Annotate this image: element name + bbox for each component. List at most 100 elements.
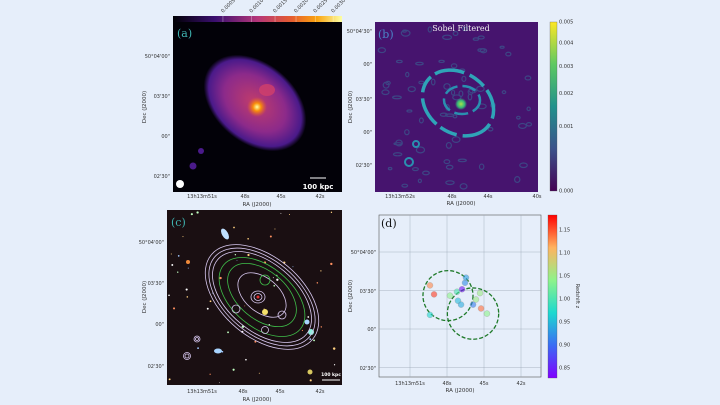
noise-feature [442,34,453,41]
noise-feature [519,162,528,169]
noise-feature [415,146,426,154]
noise-feature [406,109,413,113]
star [168,294,170,297]
star [274,228,276,230]
noise-feature [526,106,531,112]
noise-feature [478,163,485,171]
star [186,260,190,264]
colorbar-tick-label: 0.0015 [272,0,289,14]
star [333,364,336,366]
noise-feature [467,93,473,101]
x-tick: 44s [484,194,493,200]
noise-feature [415,61,424,66]
y-tick: 03'30" [154,94,170,100]
star [272,277,274,279]
galaxy [221,228,229,240]
star [185,288,188,291]
noise-feature [395,59,403,64]
noise-feature [472,37,480,41]
colorbar-tick-label: 1.10 [559,251,570,257]
star [247,237,249,240]
star [190,213,193,216]
noise-feature [524,75,532,81]
bcg-marker [256,295,260,299]
y-tick: 00" [367,327,376,333]
noise-feature [461,75,467,82]
star [332,347,336,350]
galaxy-point [462,274,470,281]
star [209,373,211,375]
y-tick: 50°04'00" [139,240,164,246]
panel-b: Sobel Filtered (b) 0.000 0.001 0.002 0.003 0… [347,20,574,208]
y-tick: 03'30" [148,281,164,287]
noise-feature [445,141,452,149]
sobel-ring-outer [420,68,496,138]
colorbar-tick-label: 0.90 [559,342,570,348]
y-tick: 50°04'00" [351,250,376,256]
x-tick: 13h13m52s [385,194,415,200]
y-tick: 00" [155,322,164,328]
noise-feature [477,35,485,40]
noise-feature [418,80,425,85]
x-tick: 42s [316,389,325,395]
noise-feature [391,95,402,100]
y-tick: 02'30" [148,364,164,370]
noise-feature [427,26,433,33]
colorbar-tick-label: 0.002 [559,91,573,97]
y-tick: 03'30" [360,289,376,295]
galaxy-point [472,296,480,303]
scalebar-label: 100 kpc [303,183,334,191]
star [209,300,212,303]
panel-a-label: (a) [177,27,192,40]
x-tick: 48s [239,389,248,395]
noise-feature [392,152,403,157]
noise-feature [513,176,521,184]
y-axis-label: Dec (J2000) [142,281,148,313]
colorbar-label: Redshift z [574,284,580,309]
star [219,276,222,280]
noise-feature [505,51,512,57]
star [301,329,303,332]
star [171,264,174,266]
galaxy-point [476,289,484,297]
colorbar-tick-label: 0.003 [559,64,573,70]
noise-feature [457,158,467,163]
noise-feature [438,59,445,64]
star [320,270,322,272]
star [273,284,276,287]
galaxy-point [477,305,485,312]
noise-feature [518,122,527,129]
y-tick: 50°04'30" [347,29,372,35]
x-tick: 13h13m51s [187,194,217,200]
star [309,379,312,382]
y-tick: 50°04'00" [145,54,170,60]
x-tick: 40s [533,194,542,200]
star [330,211,333,213]
bright-core [247,97,267,117]
panel-d-label: (d) [381,217,397,230]
panel-c-image [167,210,342,385]
compact-ring [404,157,414,167]
colorbar-tick-label: 0.001 [559,124,573,130]
noise-feature [402,29,407,33]
noise-feature [476,85,485,92]
panel-b-label: (b) [378,28,394,41]
noise-feature [401,183,409,188]
panel-a: 0.0005 0.0010 0.0015 0.0020 0.0025 0.0030 100… [142,0,347,208]
y-tick: 00" [363,62,372,68]
star [168,378,171,381]
y-axis-label: Dec (J2000) [142,91,148,123]
colorbar-tick-label: 0.0025 [312,0,329,14]
x-tick: 13h13m51s [187,389,217,395]
galaxy-point [453,288,461,295]
colorbar-tick-label: 0.004 [559,41,573,47]
noise-feature [385,80,391,86]
noise-feature [516,115,521,120]
star [232,368,235,371]
y-axis-label: Dec (J2000) [348,91,354,123]
star [247,253,250,257]
noise-feature [404,129,410,136]
star [211,292,213,294]
noise-feature [395,139,403,147]
